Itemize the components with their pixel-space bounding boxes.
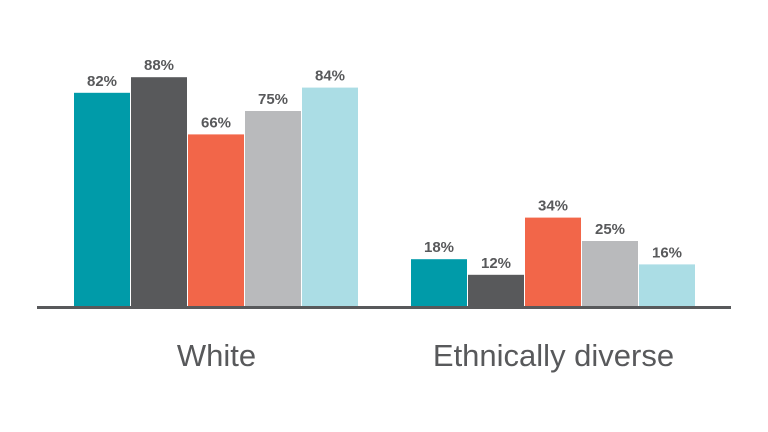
bar-1-2 bbox=[131, 77, 187, 306]
bar-value-label: 75% bbox=[258, 91, 288, 108]
bar-2-5 bbox=[639, 264, 695, 306]
bar-1-3 bbox=[188, 134, 244, 306]
bar-value-label: 82% bbox=[87, 73, 117, 90]
bar-value-label: 34% bbox=[538, 198, 568, 215]
bar-value-label: 25% bbox=[595, 221, 625, 238]
bar-2-2 bbox=[468, 274, 524, 306]
bars-group bbox=[74, 77, 695, 306]
bar-2-4 bbox=[582, 241, 638, 306]
bar-value-label: 84% bbox=[315, 68, 345, 85]
bar-value-label: 12% bbox=[481, 255, 511, 272]
bar-1-5 bbox=[302, 87, 358, 306]
bar-value-label: 88% bbox=[144, 57, 174, 74]
category-label: Ethnically diverse bbox=[433, 338, 674, 373]
bar-1-4 bbox=[245, 111, 301, 306]
category-label: White bbox=[177, 338, 256, 373]
category-labels-group: White Ethnically diverse bbox=[177, 338, 674, 373]
bar-value-label: 18% bbox=[424, 239, 454, 256]
value-labels-group: 82% 88% 66% 75% 84% 18% 12% 34% 25% 16% bbox=[87, 57, 682, 272]
bar-value-label: 66% bbox=[201, 114, 231, 131]
bar-2-3 bbox=[525, 217, 581, 306]
bar-2-1 bbox=[411, 259, 467, 306]
bar-1-1 bbox=[74, 92, 130, 306]
bar-value-label: 16% bbox=[652, 244, 682, 261]
